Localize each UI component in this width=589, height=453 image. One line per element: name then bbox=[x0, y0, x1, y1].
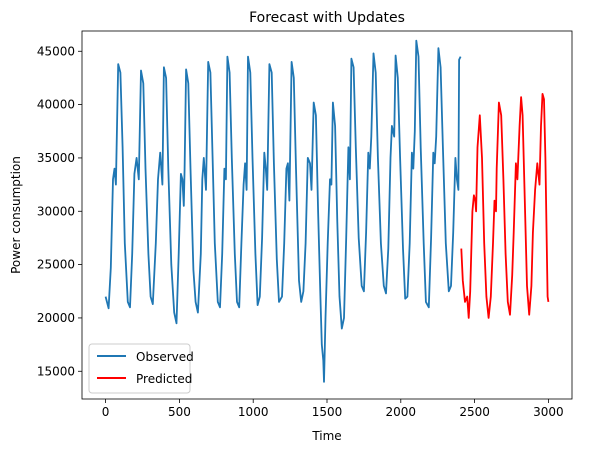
x-tick-label: 1000 bbox=[238, 405, 269, 419]
x-tick-label: 2000 bbox=[386, 405, 417, 419]
plot-area bbox=[104, 39, 550, 383]
y-tick-label: 40000 bbox=[37, 98, 75, 112]
y-tick-label: 20000 bbox=[37, 311, 75, 325]
x-axis-label: Time bbox=[311, 429, 341, 443]
axis-ticks: 0 500 1000 1500 2000 2500 3000 15000 20000 25000 3… bbox=[37, 44, 564, 419]
y-tick-label: 30000 bbox=[37, 204, 75, 218]
legend-label-observed: Observed bbox=[136, 350, 194, 364]
x-tick-label: 500 bbox=[168, 405, 191, 419]
y-tick-label: 25000 bbox=[37, 258, 75, 272]
x-tick-label: 1500 bbox=[312, 405, 343, 419]
x-tick-label: 3000 bbox=[533, 405, 564, 419]
legend: Observed Predicted bbox=[88, 343, 194, 394]
y-tick-label: 45000 bbox=[37, 44, 75, 58]
x-tick-label: 0 bbox=[102, 405, 110, 419]
y-tick-label: 35000 bbox=[37, 151, 75, 165]
series-line-predicted bbox=[460, 93, 550, 319]
y-axis-label: Power consumption bbox=[9, 156, 23, 274]
chart-title: Forecast with Updates bbox=[249, 10, 405, 26]
axes-frame bbox=[81, 30, 573, 400]
series-line-observed bbox=[104, 39, 462, 383]
x-tick-label: 2500 bbox=[459, 405, 490, 419]
legend-label-predicted: Predicted bbox=[136, 372, 192, 386]
y-tick-label: 15000 bbox=[37, 364, 75, 378]
